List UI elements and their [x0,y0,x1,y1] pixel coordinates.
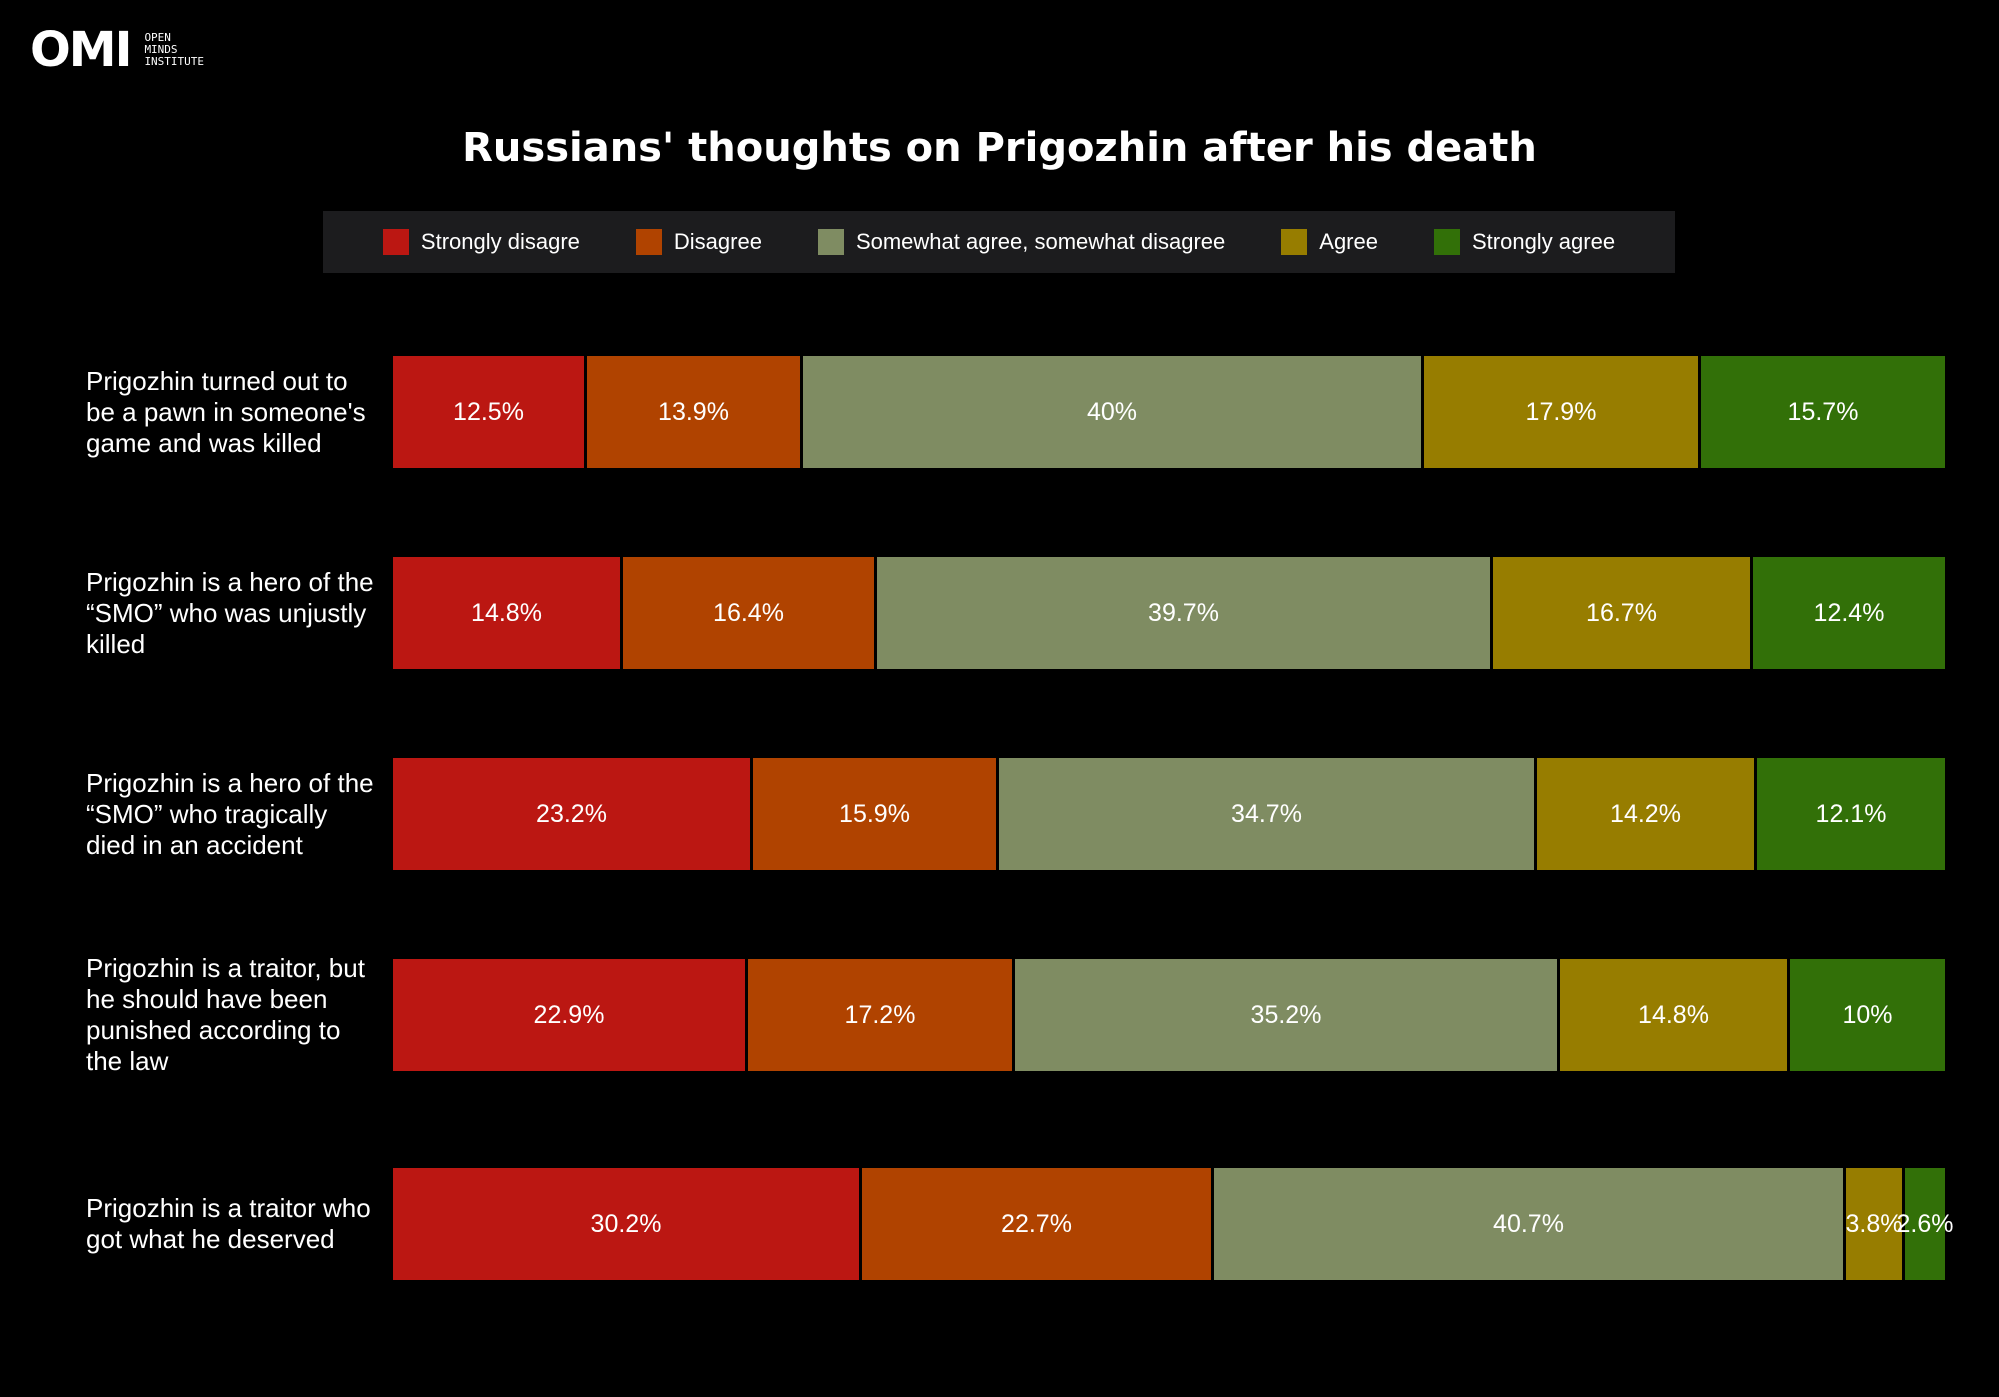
bar-segment: 10% [1790,959,1945,1071]
bar-segment: 12.4% [1753,557,1945,669]
data-label: 12.1% [1815,799,1887,828]
data-label: 12.5% [453,397,524,426]
legend-swatch [1433,229,1460,255]
logo-line: INSTITUTE [144,55,205,68]
bar-segment: 13.9% [587,356,800,468]
category-label: Prigozhin is a hero of the “SMO” who was… [86,566,374,659]
bar-segment: 16.7% [1493,557,1750,669]
data-label: 22.9% [533,1000,605,1029]
data-label: 40.7% [1493,1209,1564,1238]
omi-logo: OMI OPEN MINDS INSTITUTE [30,26,204,74]
data-label: 34.7% [1231,799,1302,828]
stacked-bar: 12.5% 13.9% 40% 17.9% 15.7% [393,356,1945,468]
bar-segment: 22.9% [393,959,745,1071]
data-label: 30.2% [590,1209,662,1238]
bar-segment: 14.8% [1560,959,1787,1071]
bar-segment: 23.2% [393,758,750,870]
bar-segment: 35.2% [1015,959,1557,1071]
legend-label: Somewhat agree, somewhat disagree [855,229,1226,254]
category-label: Prigozhin is a traitor, but he should ha… [86,953,365,1076]
data-label: 16.7% [1586,598,1657,627]
bar-segment: 39.7% [877,557,1490,669]
logo-line: OPEN [144,31,171,44]
data-label: 12.4% [1813,598,1885,627]
bar-segment: 22.7% [862,1168,1211,1280]
bar-segment: 17.2% [748,959,1012,1071]
legend-label: Strongly agree [1471,229,1616,254]
legend-swatch [635,229,662,255]
stacked-bar: 23.2% 15.9% 34.7% 14.2% 12.1% [393,758,1945,870]
bar-segment: 12.1% [1757,758,1945,870]
category-label: Prigozhin is a traitor who got what he d… [86,1193,371,1254]
data-label: 14.8% [1638,1000,1709,1029]
data-label: 39.7% [1148,598,1219,627]
category-label: Prigozhin is a hero of the “SMO” who tra… [86,767,374,860]
bar-segment: 14.2% [1537,758,1754,870]
legend-swatch [382,229,409,255]
data-label: 15.7% [1787,397,1859,426]
bar-segment: 2.6% [1897,1168,1954,1280]
data-label: 16.4% [713,598,784,627]
stacked-bar: 30.2% 22.7% 40.7% 3.8% 2.6% [393,1168,1954,1280]
data-label: 3.8% [1845,1209,1903,1238]
logo-line: MINDS [144,43,178,56]
data-label: 22.7% [1001,1209,1072,1238]
bar-segment: 15.9% [753,758,996,870]
category-label: Prigozhin turned out to be a pawn in som… [86,365,366,458]
bar-segment: 40.7% [1214,1168,1843,1280]
data-label: 23.2% [536,799,607,828]
legend-item: Disagree [635,229,762,255]
legend-item: Strongly disagre [382,229,580,255]
data-label: 14.8% [471,598,542,627]
data-label: 13.9% [658,397,729,426]
chart-title: Russians' thoughts on Prigozhin after hi… [462,125,1537,171]
data-label: 35.2% [1250,1000,1322,1029]
bar-segment: 34.7% [999,758,1534,870]
chart-legend: Strongly disagre Disagree Somewhat agree, … [323,211,1675,273]
bar-segment: 30.2% [393,1168,859,1280]
data-label: 2.6% [1896,1209,1954,1238]
logo-text: OPEN MINDS INSTITUTE [144,32,204,68]
data-label: 10% [1842,1000,1893,1029]
bar-segment: 14.8% [393,557,620,669]
bar-segment: 12.5% [393,356,584,468]
bar-segment: 3.8% [1845,1168,1903,1280]
legend-item: Agree [1281,229,1378,255]
bar-segment: 16.4% [623,557,874,669]
legend-swatch [817,229,844,255]
data-label: 14.2% [1610,799,1681,828]
data-label: 15.9% [839,799,910,828]
data-label: 17.2% [844,1000,916,1029]
logo-mark: OMI [30,22,132,78]
bar-segment: 40% [803,356,1421,468]
bar-segment: 17.9% [1424,356,1698,468]
bar-segment: 15.7% [1701,356,1945,468]
legend-label: Strongly disagre [420,229,580,254]
legend-item: Strongly agree [1433,229,1616,255]
legend-label: Disagree [673,229,762,254]
stacked-bar: 14.8% 16.4% 39.7% 16.7% 12.4% [393,557,1945,669]
data-label: 17.9% [1525,397,1597,426]
legend-swatch [1281,229,1308,255]
data-label: 40% [1086,397,1138,426]
legend-item: Somewhat agree, somewhat disagree [817,229,1226,255]
legend-label: Agree [1319,229,1378,254]
stacked-bar: 22.9% 17.2% 35.2% 14.8% 10% [393,959,1945,1071]
